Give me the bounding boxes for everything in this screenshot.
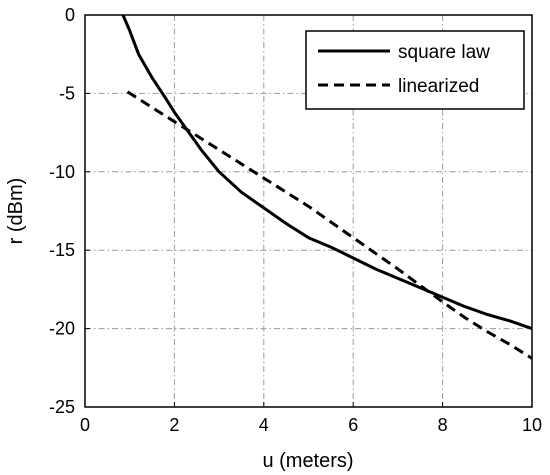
legend-label-linearized: linearized [398, 76, 479, 97]
x-tick-label: 10 [522, 415, 542, 435]
x-tick-label: 8 [438, 415, 448, 435]
y-tick-label: -15 [49, 240, 75, 260]
x-tick-label: 0 [80, 415, 90, 435]
series-line-linearized [126, 90, 533, 360]
y-tick-label: 0 [65, 5, 75, 25]
y-axis-label: r (dBm) [5, 178, 27, 245]
x-axis-label: u (meters) [262, 450, 353, 472]
y-tick-label: -5 [59, 83, 75, 103]
y-tick-label: -20 [49, 319, 75, 339]
legend-box [305, 30, 525, 110]
y-tick-label: -25 [49, 397, 75, 417]
ticks: 0 2 4 6 8 10 0 -5 -10 -15 -20 -25 [49, 5, 542, 435]
series-layer [121, 14, 533, 360]
grid [85, 15, 532, 407]
x-tick-label: 4 [259, 415, 269, 435]
y-tick-label: -10 [49, 162, 75, 182]
legend: square law linearized [305, 30, 525, 110]
x-tick-label: 6 [348, 415, 358, 435]
legend-label-square-law: square law [398, 42, 490, 63]
series-line-square-law [121, 14, 533, 331]
x-tick-label: 2 [169, 415, 179, 435]
plot-frame [84, 14, 533, 408]
